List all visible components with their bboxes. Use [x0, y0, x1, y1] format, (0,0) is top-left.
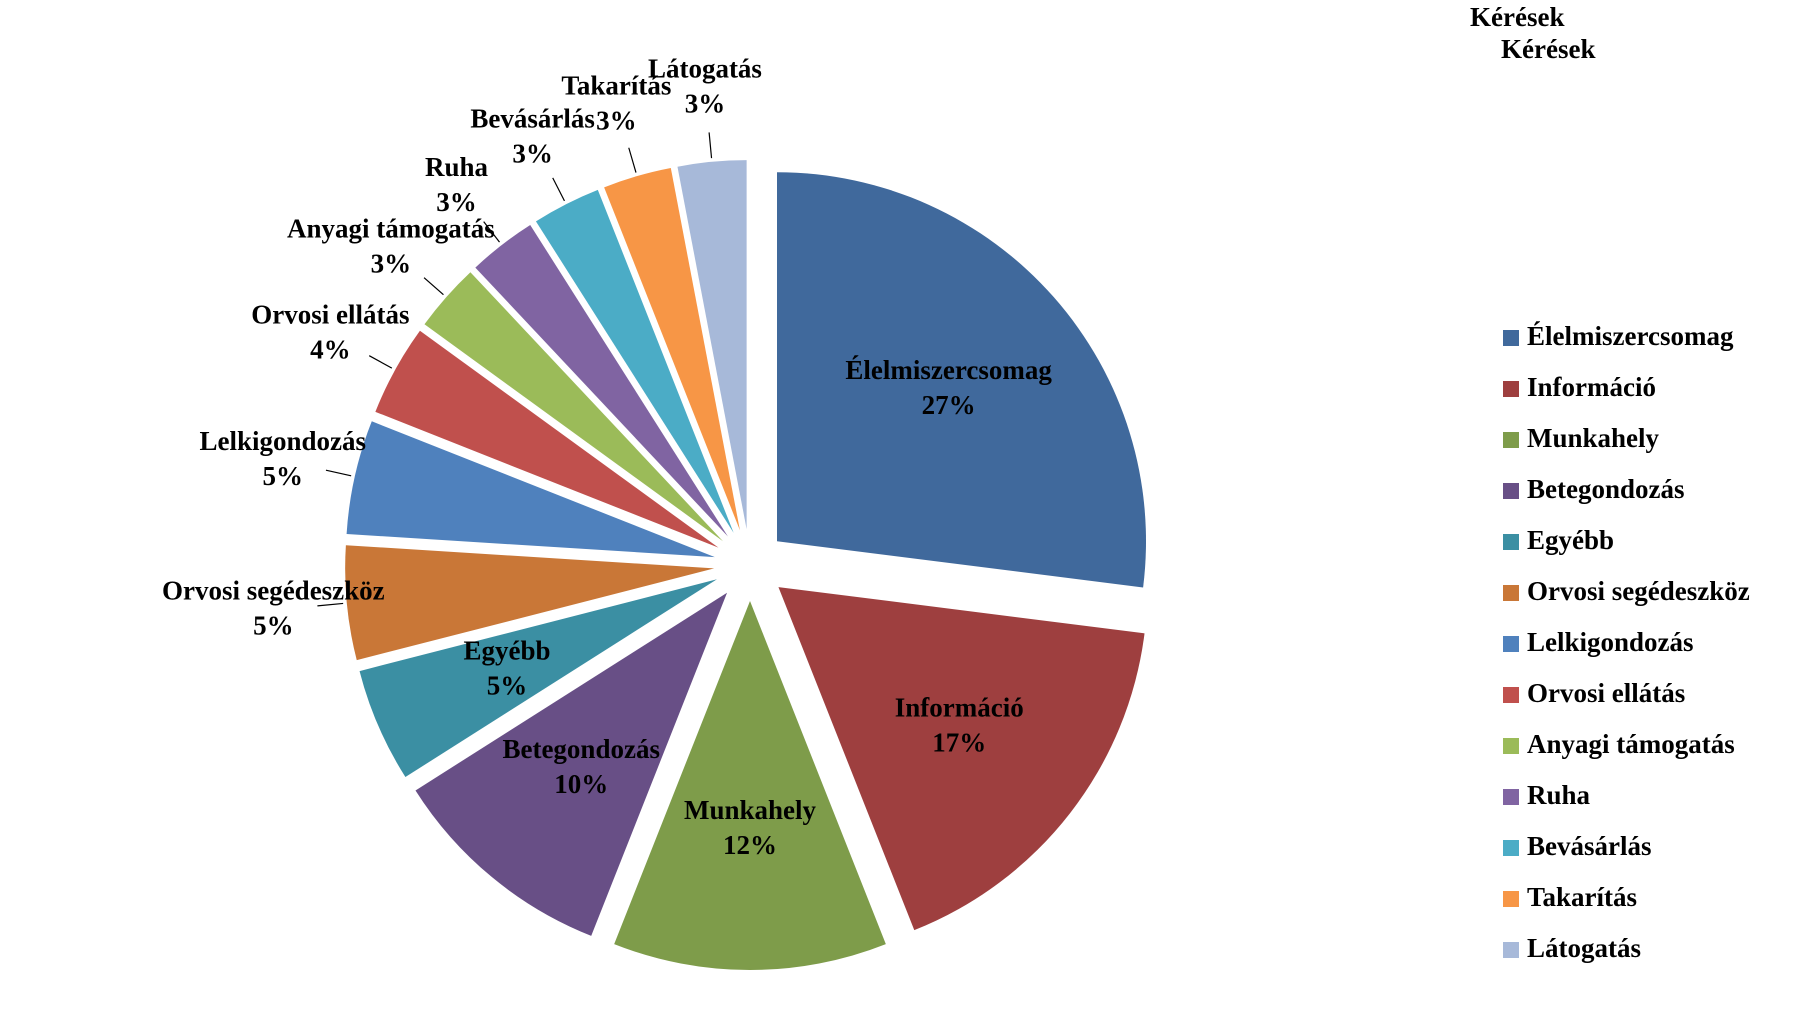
- data-label-name: Orvosi segédeszköz: [162, 575, 385, 605]
- legend-label: Ruha: [1527, 780, 1591, 810]
- leader-line: [552, 177, 565, 202]
- data-label-name: Információ: [895, 692, 1024, 722]
- legend-swatch: [1503, 432, 1519, 448]
- legend-label: Anyagi támogatás: [1527, 729, 1735, 759]
- data-label-value: 3%: [596, 105, 637, 135]
- pie-slice: [535, 189, 734, 533]
- leader-line: [628, 147, 637, 173]
- legend-swatch: [1503, 483, 1519, 499]
- data-label-value: 12%: [723, 830, 777, 860]
- data-label-value: 3%: [685, 89, 726, 119]
- data-label-name: Egyébb: [463, 635, 550, 665]
- pie-slice: [604, 167, 740, 531]
- legend-swatch: [1503, 585, 1519, 601]
- legend-swatch: [1503, 687, 1519, 703]
- leader-line: [708, 132, 713, 159]
- data-label-name: Anyagi támogatás: [287, 214, 495, 244]
- leader-line: [317, 602, 344, 607]
- leader-line: [483, 221, 500, 243]
- legend-swatch: [1503, 330, 1519, 346]
- legend-label: Takarítás: [1527, 882, 1637, 912]
- pie-slice: [614, 601, 886, 970]
- legend-label: Látogatás: [1527, 933, 1641, 963]
- legend-label: Bevásárlás: [1527, 831, 1652, 861]
- legend-swatch: [1503, 891, 1519, 907]
- data-label-name: Orvosi ellátás: [251, 300, 409, 330]
- legend-swatch: [1503, 789, 1519, 805]
- data-label-name: Élelmiszercsomag: [845, 355, 1052, 385]
- leader-line: [368, 355, 393, 369]
- pie-slice: [415, 592, 728, 936]
- leader-line: [423, 277, 444, 296]
- data-label-value: 4%: [310, 335, 351, 365]
- legend-label: Információ: [1527, 372, 1656, 402]
- data-label-name: Ruha: [425, 152, 489, 182]
- pie-slice: [677, 160, 747, 530]
- pie-slice: [346, 421, 715, 558]
- data-label-value: 27%: [922, 390, 976, 420]
- pie-slice: [375, 330, 719, 548]
- legend-swatch: [1503, 738, 1519, 754]
- data-label-name: Lelkigondozás: [199, 426, 366, 456]
- data-label-value: 3%: [371, 249, 412, 279]
- pie-slice: [475, 224, 728, 537]
- pie-slice: [345, 545, 715, 661]
- data-label-value: 5%: [262, 461, 303, 491]
- pie-slice: [424, 272, 723, 542]
- pie-slice: [359, 579, 717, 778]
- chart-title: Kérések: [1470, 2, 1564, 32]
- legend-label: Lelkigondozás: [1527, 627, 1694, 657]
- legend-swatch: [1503, 534, 1519, 550]
- data-label-value: 10%: [554, 769, 608, 799]
- legend-label: Betegondozás: [1527, 474, 1685, 504]
- pie-slice: [778, 587, 1145, 931]
- data-label-value: 3%: [436, 187, 477, 217]
- data-label-value: 3%: [512, 139, 553, 169]
- legend-label: Orvosi segédeszköz: [1527, 576, 1750, 606]
- legend-label: Élelmiszercsomag: [1527, 321, 1734, 351]
- legend-label: Munkahely: [1527, 423, 1660, 453]
- data-label-name: Betegondozás: [502, 734, 660, 764]
- data-label-name: Munkahely: [684, 795, 817, 825]
- legend-swatch: [1503, 381, 1519, 397]
- chart-subtitle: Kérések: [1501, 34, 1595, 64]
- leader-line: [325, 469, 352, 477]
- legend-swatch: [1503, 942, 1519, 958]
- data-label-value: 5%: [487, 670, 528, 700]
- data-label-value: 5%: [253, 610, 294, 640]
- data-label-name: Látogatás: [648, 54, 762, 84]
- legend-swatch: [1503, 840, 1519, 856]
- data-label-name: Bevásárlás: [470, 104, 595, 134]
- data-label-value: 17%: [932, 727, 986, 757]
- data-label-name: Takarítás: [561, 70, 671, 100]
- legend-swatch: [1503, 636, 1519, 652]
- pie-slice: [777, 172, 1147, 588]
- legend-label: Egyébb: [1527, 525, 1614, 555]
- legend-label: Orvosi ellátás: [1527, 678, 1685, 708]
